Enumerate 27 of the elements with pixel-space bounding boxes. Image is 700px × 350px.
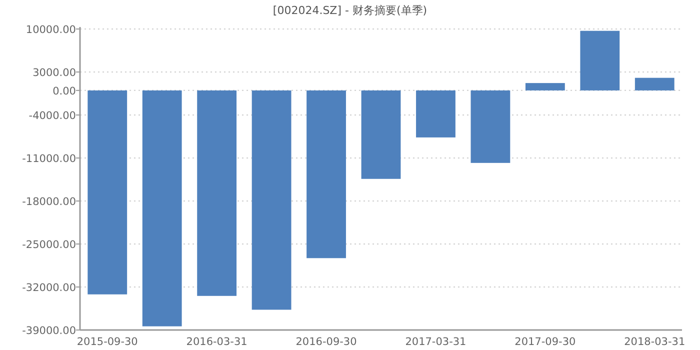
bar (416, 90, 456, 138)
bar (252, 90, 292, 310)
y-tick-label: 3000.00 (32, 67, 76, 79)
bar (634, 78, 674, 90)
chart-title: [002024.SZ] - 财务摘要(单季) (272, 4, 428, 17)
bar (197, 90, 237, 296)
bar (88, 90, 128, 294)
y-tick-label: -39000.00 (22, 325, 76, 337)
x-tick-label: 2016-03-31 (186, 336, 248, 348)
bar (470, 90, 510, 163)
x-tick-label: 2016-09-30 (296, 336, 357, 348)
y-tick-label: -4000.00 (28, 110, 76, 122)
bar (142, 90, 182, 326)
y-tick-label: -32000.00 (22, 282, 76, 294)
y-tick-label: -11000.00 (22, 153, 76, 165)
y-tick-label: 0.00 (52, 85, 76, 98)
x-tick-label: 2015-09-30 (76, 336, 138, 348)
bar (306, 90, 346, 258)
x-tick-label: 2017-09-30 (514, 336, 576, 348)
y-tick-label: 10000.00 (26, 24, 76, 36)
x-tick-label: 2017-03-31 (405, 336, 466, 348)
bar (525, 83, 565, 90)
y-tick-label: -25000.00 (22, 239, 76, 251)
y-tick-label: -18000.00 (22, 196, 76, 208)
x-tick-label: 2018-03-31 (624, 336, 686, 348)
bar (580, 30, 620, 90)
bar (361, 90, 401, 179)
